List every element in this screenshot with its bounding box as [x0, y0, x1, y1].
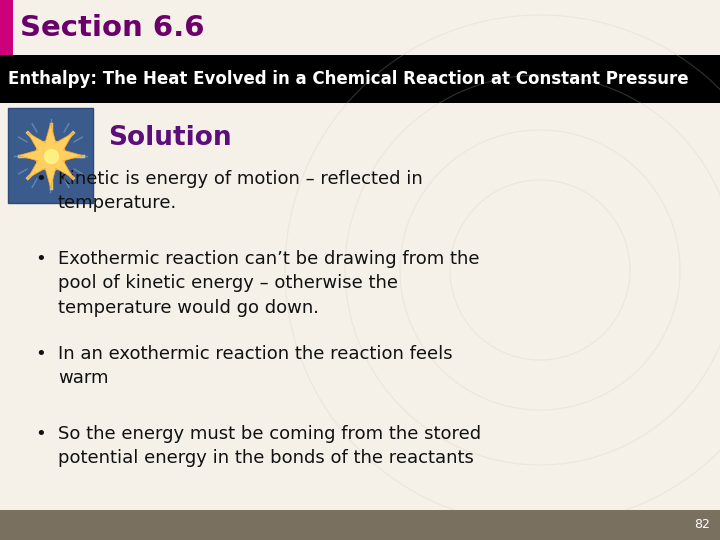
Text: Exothermic reaction can’t be drawing from the
pool of kinetic energy – otherwise: Exothermic reaction can’t be drawing fro…: [58, 250, 480, 316]
Text: •: •: [35, 425, 46, 443]
Text: In an exothermic reaction the reaction feels
warm: In an exothermic reaction the reaction f…: [58, 345, 453, 387]
Bar: [0, 0, 13, 55]
Text: •: •: [35, 250, 46, 268]
Text: Enthalpy: The Heat Evolved in a Chemical Reaction at Constant Pressure: Enthalpy: The Heat Evolved in a Chemical…: [8, 70, 688, 88]
Bar: [8, 108, 93, 203]
Text: •: •: [35, 345, 46, 363]
Text: So the energy must be coming from the stored
potential energy in the bonds of th: So the energy must be coming from the st…: [58, 425, 481, 467]
Bar: [0, 55, 720, 103]
Bar: [0, 103, 720, 540]
Text: Kinetic is energy of motion – reflected in
temperature.: Kinetic is energy of motion – reflected …: [58, 170, 423, 212]
Bar: [0, 510, 720, 540]
Bar: [0, 0, 720, 55]
Text: Solution: Solution: [108, 125, 232, 151]
Text: Section 6.6: Section 6.6: [20, 14, 204, 42]
Polygon shape: [19, 124, 83, 187]
Text: •: •: [35, 170, 46, 188]
Text: 82: 82: [694, 518, 710, 531]
